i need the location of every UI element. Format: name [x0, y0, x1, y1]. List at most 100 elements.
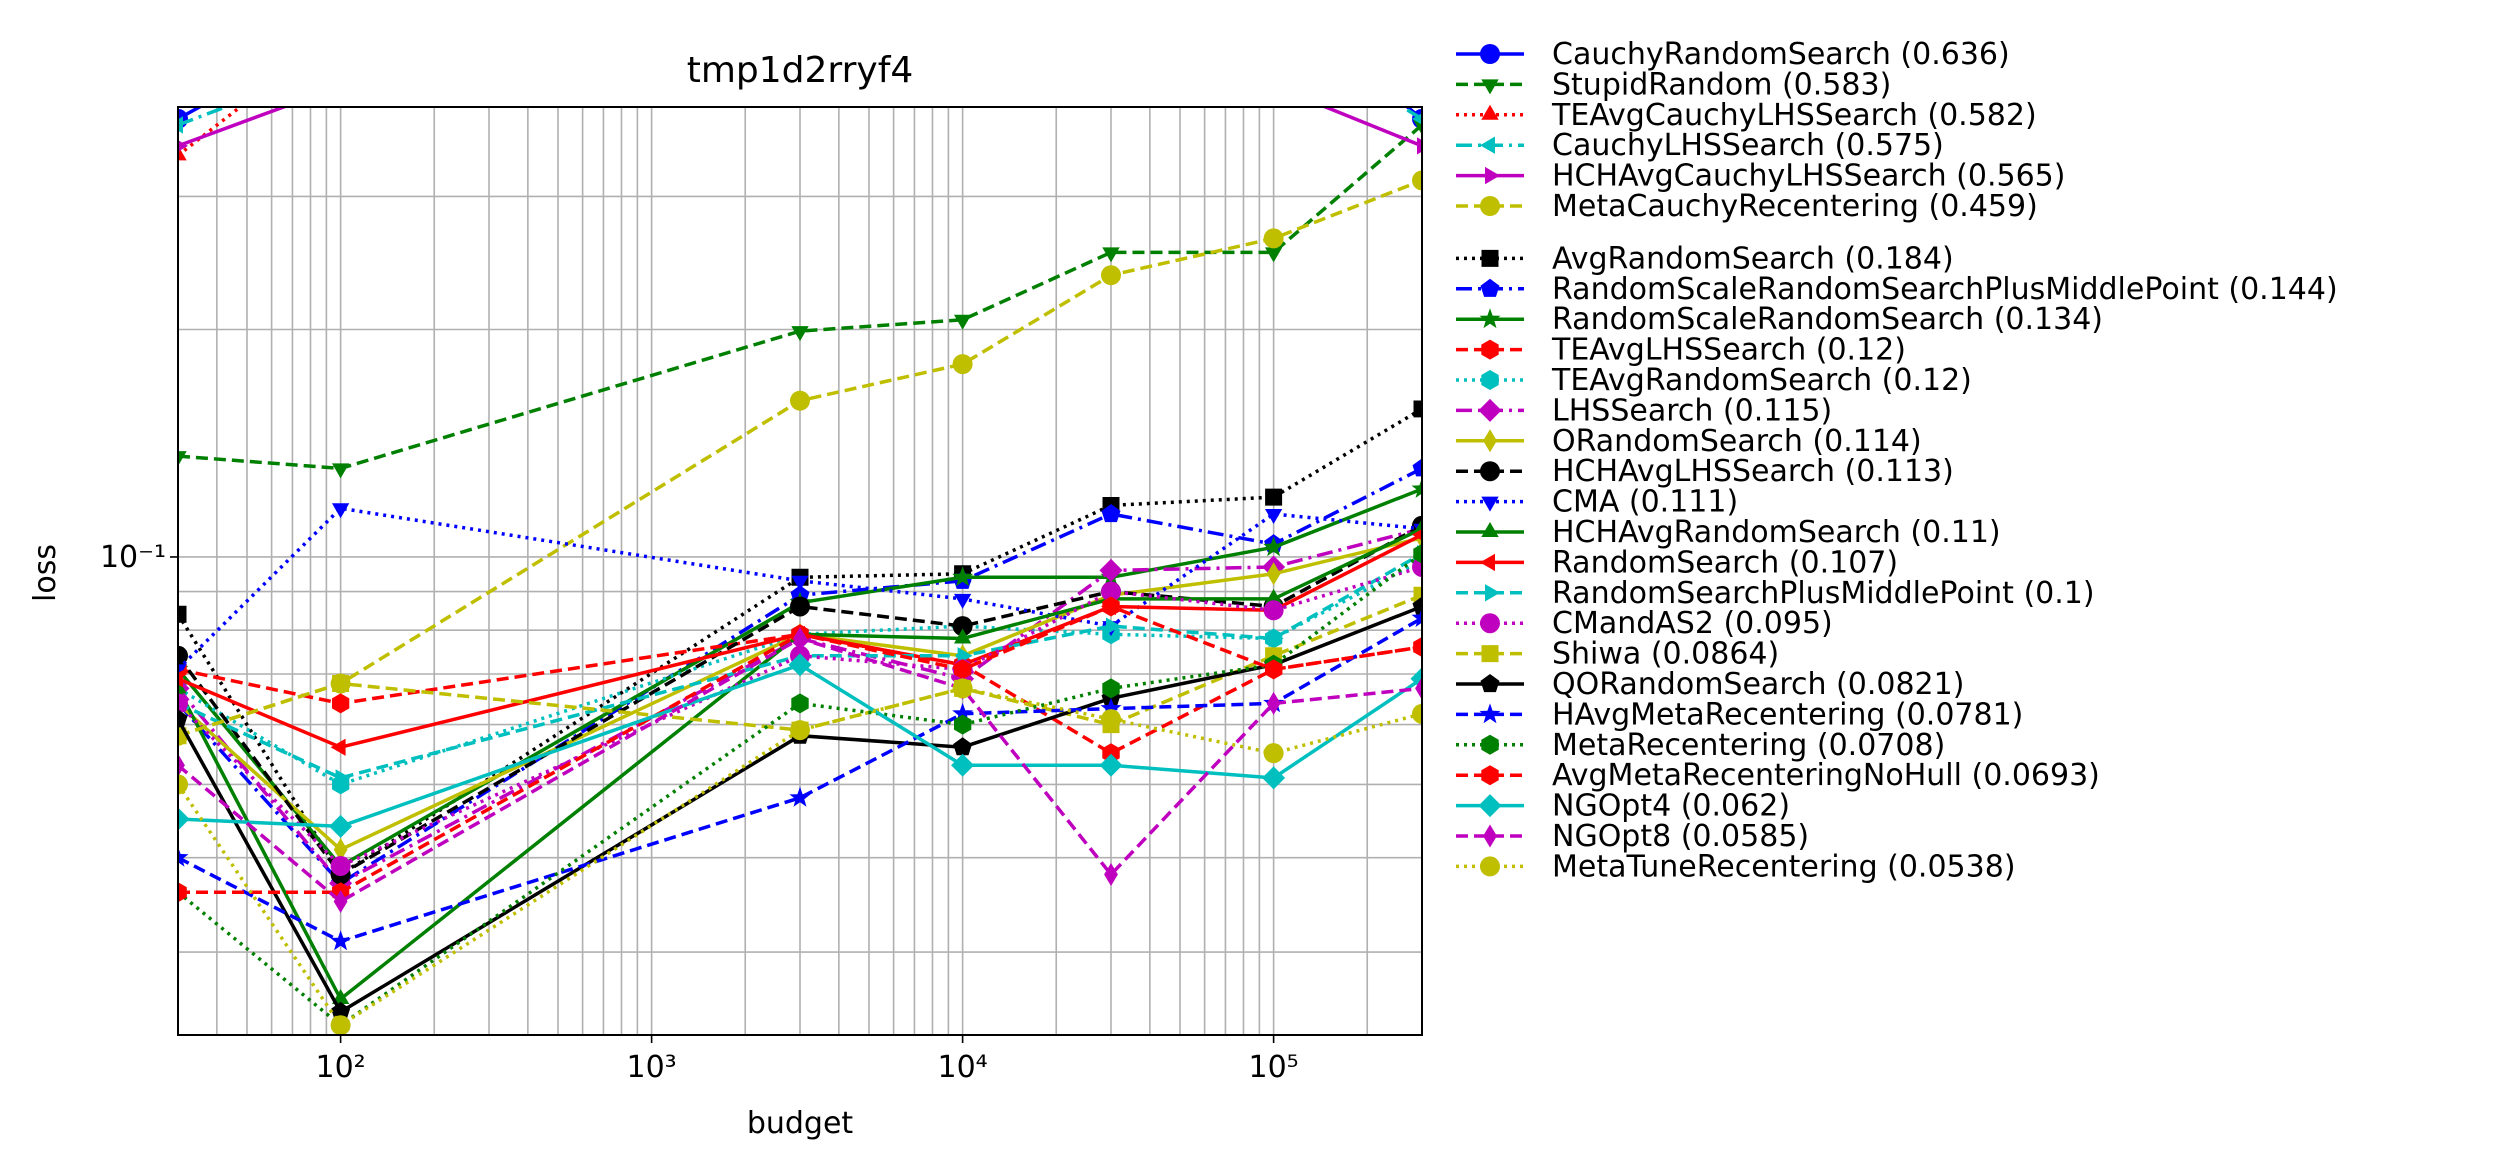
- marker: [951, 753, 975, 777]
- marker: [178, 140, 188, 152]
- marker: [1479, 308, 1501, 329]
- marker: [1415, 676, 1422, 700]
- marker: [331, 1001, 351, 1020]
- marker: [332, 989, 350, 1004]
- marker: [178, 664, 187, 680]
- legend-label: AvgRandomSearch (0.184): [1552, 241, 1954, 276]
- marker: [335, 769, 351, 787]
- marker: [790, 720, 810, 741]
- marker: [330, 1015, 351, 1035]
- marker: [954, 593, 972, 609]
- marker: [332, 675, 350, 692]
- marker: [178, 807, 190, 831]
- marker: [1483, 824, 1497, 848]
- marker: [1480, 856, 1500, 877]
- x-tick-label: 10⁴: [938, 1050, 988, 1085]
- marker: [178, 645, 188, 666]
- marker: [178, 753, 185, 777]
- marker: [790, 596, 810, 617]
- legend-label: CauchyLHSSearch (0.575): [1552, 128, 1944, 163]
- marker: [1412, 113, 1422, 125]
- legend-label: ORandomSearch (0.114): [1552, 424, 1922, 459]
- legend-label: CMA (0.111): [1552, 485, 1738, 520]
- marker: [1480, 553, 1495, 572]
- marker: [1481, 734, 1499, 755]
- marker: [178, 678, 187, 694]
- marker: [952, 702, 974, 723]
- marker: [178, 846, 189, 867]
- marker: [1480, 674, 1500, 693]
- marker: [1102, 596, 1120, 617]
- marker: [1481, 104, 1499, 120]
- legend-label: MetaCauchyRecentering (0.459): [1552, 189, 2038, 224]
- legend-label: MetaTuneRecentering (0.0538): [1552, 849, 2016, 884]
- marker: [1413, 518, 1422, 534]
- y-tick-label: 10⁻¹: [100, 540, 166, 575]
- marker: [1481, 79, 1499, 95]
- legend-label: TEAvgRandomSearch (0.12): [1551, 363, 1972, 398]
- marker: [1411, 607, 1422, 627]
- legend-label: QORandomSearch (0.0821): [1552, 667, 1964, 702]
- marker: [1478, 398, 1502, 422]
- chart-title: tmp1d2rryf4: [687, 50, 914, 91]
- marker: [1413, 543, 1422, 564]
- marker: [952, 354, 973, 375]
- marker: [1099, 753, 1123, 777]
- legend-label: RandomSearchPlusMiddlePoint (0.1): [1552, 576, 2095, 611]
- marker: [178, 605, 187, 623]
- plot-frame: [177, 106, 1423, 1036]
- marker: [178, 693, 188, 714]
- marker: [1412, 458, 1422, 477]
- marker: [954, 314, 972, 330]
- marker: [1104, 863, 1118, 886]
- marker: [1265, 588, 1283, 604]
- x-tick-label: 10⁵: [1249, 1050, 1299, 1085]
- marker: [1413, 120, 1422, 135]
- marker: [1102, 247, 1120, 263]
- legend-label: CauchyRandomSearch (0.636): [1552, 37, 2010, 72]
- marker: [954, 659, 972, 680]
- marker: [1480, 136, 1495, 154]
- legend-label: CMandAS2 (0.095): [1552, 606, 1833, 641]
- marker: [1266, 562, 1281, 586]
- marker: [1481, 496, 1499, 512]
- marker: [1412, 170, 1422, 191]
- marker: [1485, 584, 1500, 602]
- marker: [1483, 429, 1497, 453]
- marker: [1100, 697, 1122, 718]
- marker: [1481, 645, 1499, 663]
- x-tick-label: 10²: [316, 1050, 366, 1085]
- marker: [790, 390, 810, 411]
- marker: [330, 855, 351, 876]
- marker: [791, 326, 809, 342]
- marker: [178, 451, 187, 467]
- legend-label: RandomScaleRandomSearchPlusMiddlePoint (…: [1552, 272, 2338, 307]
- legend-label: HCHAvgRandomSearch (0.11): [1552, 515, 2001, 550]
- marker: [793, 627, 807, 650]
- ticks: 10² 10³ 10⁴ 10⁵ 10⁻¹: [100, 540, 1299, 1085]
- marker: [1481, 339, 1499, 360]
- legend: CauchyRandomSearch (0.636)StupidRandom (…: [1456, 37, 2338, 884]
- legend-label: StupidRandom (0.583): [1552, 67, 1891, 102]
- legend-label: HAvgMetaRecentering (0.0781): [1552, 697, 2023, 732]
- marker: [788, 653, 812, 677]
- marker: [333, 838, 348, 862]
- marker: [1106, 617, 1121, 635]
- plot-area: [178, 107, 1422, 1035]
- marker: [1262, 766, 1286, 790]
- marker: [178, 709, 188, 728]
- marker: [332, 693, 350, 714]
- marker: [178, 774, 188, 795]
- marker: [1101, 504, 1121, 523]
- marker: [1411, 478, 1422, 498]
- marker: [178, 670, 183, 688]
- legend-label: TEAvgCauchyLHSSearch (0.582): [1551, 98, 2037, 133]
- marker: [1099, 558, 1123, 582]
- marker: [1263, 536, 1285, 557]
- marker: [952, 616, 973, 637]
- marker: [1480, 461, 1500, 482]
- marker: [330, 930, 352, 951]
- marker: [333, 890, 348, 913]
- marker: [1479, 703, 1501, 724]
